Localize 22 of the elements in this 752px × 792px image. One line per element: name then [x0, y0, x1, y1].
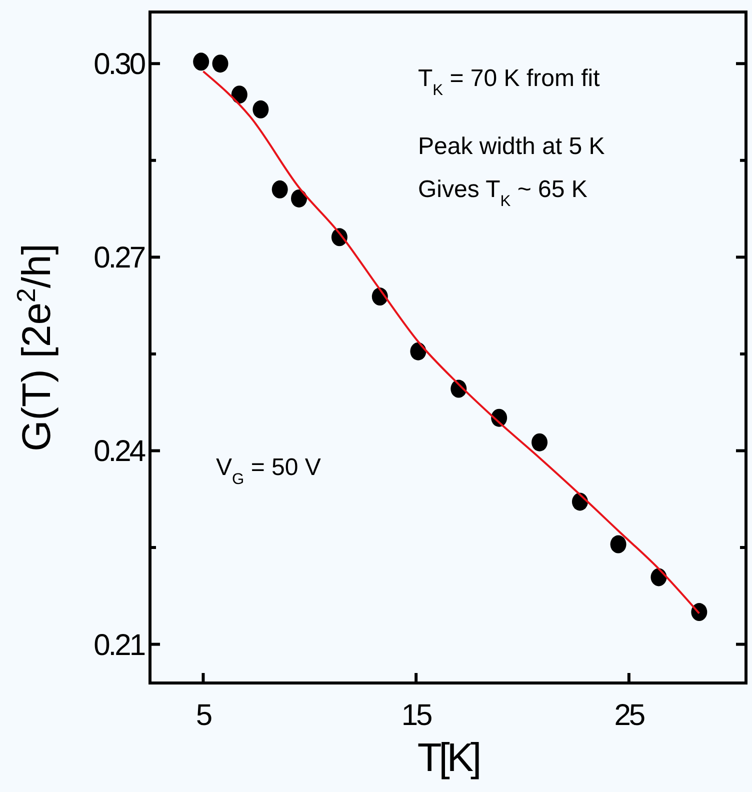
- y-tick-label: 0.24: [94, 435, 146, 468]
- y-tick-label: 0.21: [94, 628, 146, 662]
- x-tick-label: 25: [614, 699, 645, 732]
- annotation: T$_{K}$ = 70 K from fit: [418, 65, 600, 98]
- point: [212, 54, 228, 73]
- x-tick-label: 5: [196, 699, 212, 732]
- annotation: Peak width at 5 K: [418, 133, 605, 160]
- point: [691, 603, 708, 622]
- annotation: V$_{G}$ = 50 V: [216, 454, 321, 488]
- point: [410, 342, 426, 360]
- y-tick-label: 0.30: [94, 48, 146, 82]
- point: [231, 86, 248, 104]
- point: [252, 100, 269, 118]
- x-axis-title: T[K]: [417, 736, 480, 780]
- point: [193, 52, 210, 71]
- x-tick-label: 15: [401, 699, 432, 732]
- point: [532, 433, 548, 452]
- y-tick-label: 0.27: [94, 242, 146, 275]
- annotation: Gives T$_{K}$ ~ 65 K: [418, 176, 588, 210]
- point: [610, 535, 626, 554]
- point: [291, 189, 307, 208]
- point: [272, 180, 288, 198]
